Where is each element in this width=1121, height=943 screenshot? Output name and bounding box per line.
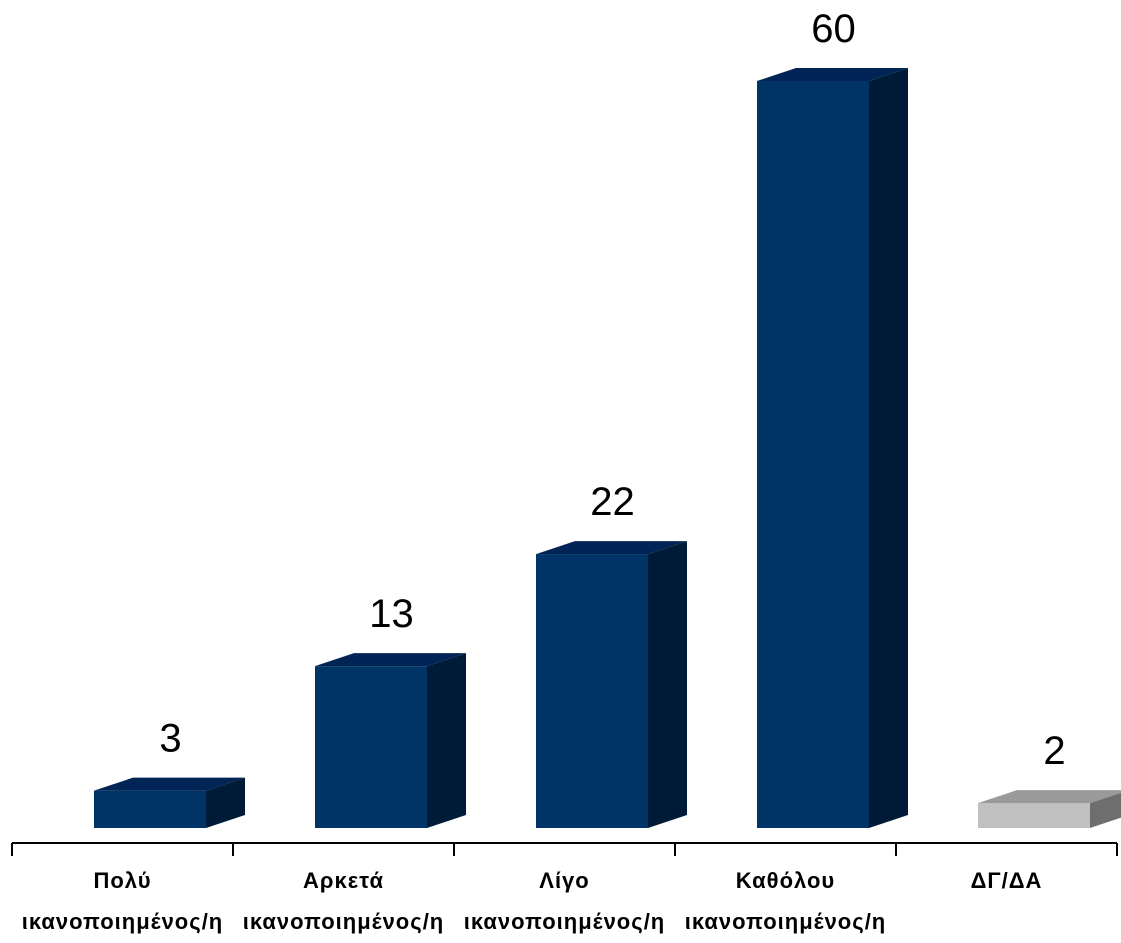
category-label: Αρκετά ικανοποιημένος/η — [243, 868, 445, 934]
bars-layer — [94, 68, 1121, 828]
data-label: 22 — [590, 480, 635, 524]
bar-top-face — [536, 541, 687, 555]
value-labels: 3 13 22 60 2 — [159, 7, 1065, 773]
bar-front-face — [978, 803, 1090, 828]
data-label: 60 — [811, 7, 856, 51]
bar-side-face — [427, 653, 466, 828]
data-label: 2 — [1043, 729, 1065, 773]
bar-3 — [536, 541, 687, 828]
bar-1 — [94, 777, 245, 828]
bar-top-face — [315, 653, 466, 667]
bar-5 — [978, 790, 1121, 828]
bar-top-face — [978, 790, 1121, 804]
bar-side-face — [1090, 792, 1121, 828]
category-label: ΔΓ/ΔΑ — [971, 868, 1043, 893]
bar-side-face — [206, 777, 245, 828]
bar-top-face — [94, 777, 245, 791]
category-label: Καθόλου ικανοποιημένος/η — [685, 868, 887, 934]
data-label: 3 — [159, 717, 181, 761]
bar-2 — [315, 653, 466, 828]
bar-4 — [757, 68, 908, 828]
x-axis — [11, 842, 1118, 856]
bar-top-face — [757, 68, 908, 81]
category-label: Πολύ ικανοποιημένος/η — [22, 868, 224, 934]
bar-front-face — [94, 790, 206, 828]
category-label: Λίγο ικανοποιημένος/η — [464, 868, 666, 934]
bar-side-face — [648, 541, 687, 828]
data-label: 13 — [369, 592, 414, 636]
bar-front-face — [315, 666, 427, 828]
bar-front-face — [757, 81, 869, 828]
bar-side-face — [869, 68, 908, 828]
category-labels: Πολύ ικανοποιημένος/η Αρκετά ικανοποιημένος… — [22, 868, 1043, 934]
bar-front-face — [536, 554, 648, 828]
